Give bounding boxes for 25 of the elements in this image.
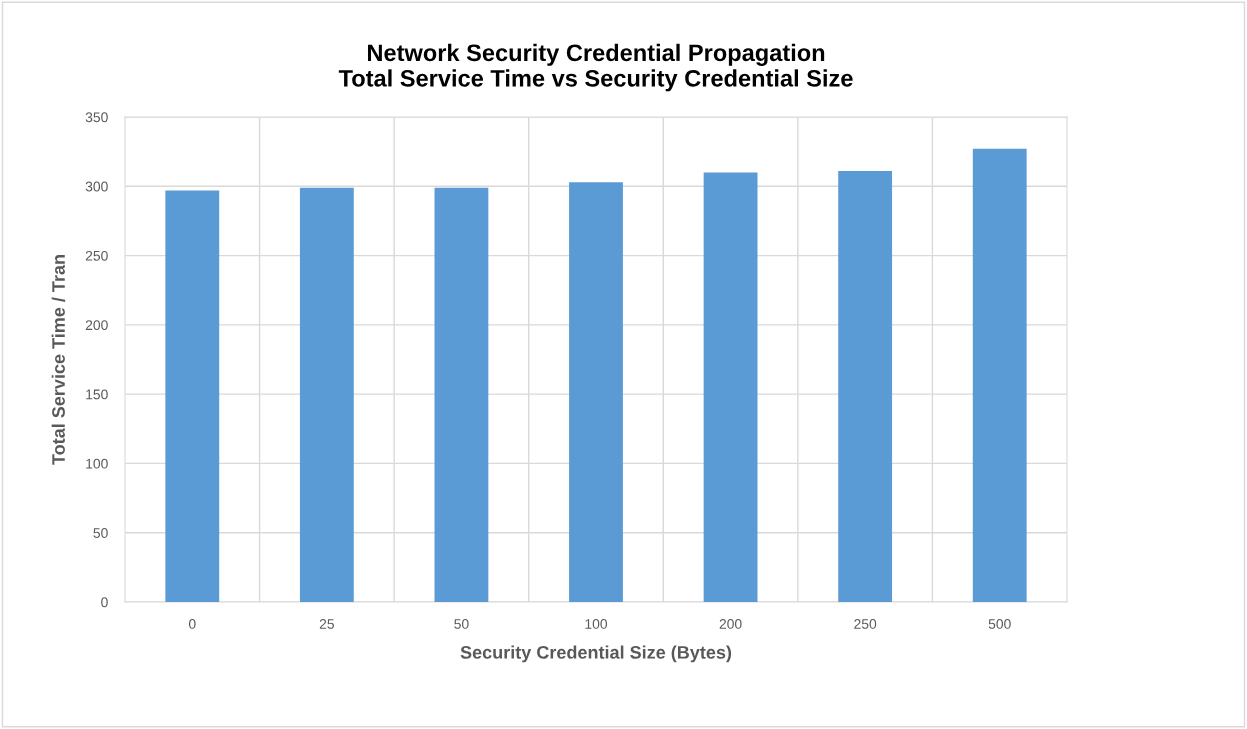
x-axis-title: Security Credential Size (Bytes) bbox=[460, 645, 732, 663]
y-tick-label: 50 bbox=[93, 528, 108, 538]
x-tick-label: 0 bbox=[188, 619, 196, 629]
y-tick-label: 0 bbox=[101, 597, 108, 608]
chart-title: Network Security Credential Propagation Total Service Time vs Security Credential Size bbox=[338, 43, 853, 92]
x-tick-label: 100 bbox=[585, 619, 608, 629]
y-tick-label: 100 bbox=[86, 458, 108, 469]
bar bbox=[838, 171, 893, 602]
bar bbox=[165, 190, 220, 602]
y-tick-label: 150 bbox=[86, 389, 108, 400]
y-tick-label: 250 bbox=[85, 250, 108, 261]
x-tick-label: 50 bbox=[454, 619, 469, 629]
x-tick-label: 250 bbox=[854, 619, 877, 629]
bar bbox=[569, 182, 623, 602]
y-tick-label: 300 bbox=[85, 181, 108, 192]
x-tick-label: 500 bbox=[988, 619, 1011, 629]
y-tick-label: 350 bbox=[85, 112, 108, 123]
x-tick-label: 200 bbox=[719, 619, 742, 629]
y-axis-title: Total Service Time / Tran bbox=[51, 255, 66, 465]
bar bbox=[972, 148, 1027, 602]
bar bbox=[299, 187, 354, 602]
bar bbox=[434, 187, 489, 602]
x-tick-label: 25 bbox=[319, 619, 334, 629]
bar bbox=[703, 172, 758, 602]
y-tick-label: 200 bbox=[85, 320, 108, 331]
